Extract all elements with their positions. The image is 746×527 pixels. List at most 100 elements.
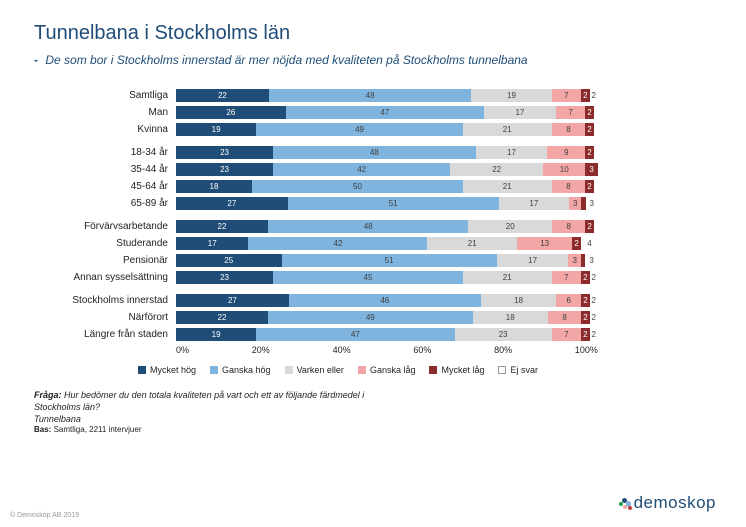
chart-row: Förvärvsarbetande22482082 (38, 218, 598, 235)
row-label: Längre från staden (38, 329, 176, 340)
axis-tick: 20% (252, 345, 270, 355)
report-page: Tunnelbana i Stockholms län - De som bor… (0, 0, 746, 527)
row-label: 18-34 år (38, 147, 176, 158)
subtitle-dash: - (34, 53, 38, 67)
bar-segment: 18 (176, 180, 252, 193)
stacked-bar: 234222103 (176, 163, 598, 176)
legend-swatch (498, 366, 506, 374)
stacked-bar: 194723722 (176, 328, 598, 341)
bar-segment (594, 106, 598, 119)
row-label: Studerande (38, 238, 176, 249)
chart-group: Förvärvsarbetande22482082Studerande17422… (38, 218, 598, 286)
bar-segment: 2 (585, 106, 593, 119)
bar-segment: 9 (547, 146, 585, 159)
bar-segment: 2 (581, 311, 589, 324)
bar-segment: 23 (176, 146, 273, 159)
legend-swatch (358, 366, 366, 374)
row-label: Förvärvsarbetande (38, 221, 176, 232)
axis-tick: 0% (176, 345, 189, 355)
chart-row: Längre från staden194723722 (38, 326, 598, 343)
stacked-bar: 25511733 (176, 254, 598, 267)
legend-item: Varken eller (285, 365, 344, 375)
bar-segment: 7 (556, 106, 586, 119)
bar-segment: 3 (586, 197, 598, 210)
bar-segment: 51 (288, 197, 499, 210)
mode-line: Tunnelbana (34, 413, 394, 425)
bar-segment: 2 (572, 237, 581, 250)
legend-item: Mycket hög (138, 365, 196, 375)
bar-segment: 10 (543, 163, 585, 176)
legend-item: Ganska låg (358, 365, 416, 375)
bar-segment: 7 (552, 271, 582, 284)
bar-segment (594, 220, 598, 233)
bar-segment: 48 (269, 89, 472, 102)
chart-group: Samtliga224819722Man26471772Kvinna194921… (38, 87, 598, 138)
row-label: Man (38, 107, 176, 118)
stacked-bar: 274618622 (176, 294, 598, 307)
bar-segment: 13 (517, 237, 572, 250)
chart-row: Stockholms innerstad274618622 (38, 292, 598, 309)
bar-segment: 45 (273, 271, 463, 284)
bar-segment: 2 (585, 220, 593, 233)
chart-group: 18-34 år2348179235-44 år23422210345-64 å… (38, 144, 598, 212)
bas-line: Bas: Samtliga, 2211 intervjuer (34, 425, 394, 436)
row-label: 35-44 år (38, 164, 176, 175)
bar-segment: 2 (590, 271, 598, 284)
bar-segment: 17 (484, 106, 556, 119)
bar-segment: 21 (463, 123, 552, 136)
bar-segment: 27 (176, 197, 288, 210)
bar-segment: 22 (176, 89, 269, 102)
bar-segment (594, 180, 598, 193)
stacked-bar: 19492182 (176, 123, 598, 136)
bar-segment: 6 (556, 294, 581, 307)
bar-segment: 19 (176, 328, 256, 341)
bar-segment: 8 (552, 180, 586, 193)
chart-group: Stockholms innerstad274618622Närförort22… (38, 292, 598, 343)
row-label: Annan sysselsättning (38, 272, 176, 283)
legend-label: Ganska hög (222, 365, 271, 375)
stacked-bar: 27511733 (176, 197, 598, 210)
bar-segment: 42 (248, 237, 427, 250)
chart-row: Annan sysselsättning234521722 (38, 269, 598, 286)
bar-segment: 2 (585, 180, 593, 193)
bar-segment: 2 (585, 123, 593, 136)
stacked-bar: 22482082 (176, 220, 598, 233)
logo-dots-icon (619, 497, 631, 509)
logo-dot (623, 505, 627, 509)
chart-row: Kvinna19492182 (38, 121, 598, 138)
page-title: Tunnelbana i Stockholms län (34, 22, 716, 45)
bar-segment: 22 (176, 311, 268, 324)
chart-groups: Samtliga224819722Man26471772Kvinna194921… (38, 87, 598, 343)
bar-segment: 48 (273, 146, 476, 159)
chart-row: Pensionär25511733 (38, 252, 598, 269)
question-line: Fråga: Hur bedömer du den totala kvalite… (34, 389, 394, 413)
chart-row: 65-89 år27511733 (38, 195, 598, 212)
copyright: © Demoskop AB 2019 (10, 512, 79, 519)
bar-segment: 50 (252, 180, 463, 193)
x-axis: 0%20%40%60%80%100% (38, 345, 598, 355)
chart-row: 45-64 år18502182 (38, 178, 598, 195)
bar-segment: 3 (585, 163, 598, 176)
legend-label: Varken eller (297, 365, 344, 375)
question-text: Hur bedömer du den totala kvaliteten på … (34, 390, 364, 412)
bar-segment: 2 (590, 89, 598, 102)
bar-segment: 21 (427, 237, 517, 250)
legend-swatch (210, 366, 218, 374)
row-label: Närförort (38, 312, 176, 323)
bar-segment (594, 146, 598, 159)
row-label: 45-64 år (38, 181, 176, 192)
question-label: Fråga: (34, 390, 62, 400)
bar-segment: 8 (552, 123, 586, 136)
bar-segment: 2 (590, 294, 598, 307)
bar-segment: 2 (585, 146, 593, 159)
footnote: Fråga: Hur bedömer du den totala kvalite… (34, 389, 394, 436)
stacked-bar-chart: Samtliga224819722Man26471772Kvinna194921… (38, 87, 598, 375)
stacked-bar: 234521722 (176, 271, 598, 284)
bar-segment: 23 (455, 328, 552, 341)
axis-tick: 40% (333, 345, 351, 355)
page-subtitle: - De som bor i Stockholms innerstad är m… (34, 53, 716, 67)
stacked-bar: 23481792 (176, 146, 598, 159)
stacked-bar: 224918822 (176, 311, 598, 324)
row-label: Stockholms innerstad (38, 295, 176, 306)
bar-segment: 26 (176, 106, 286, 119)
